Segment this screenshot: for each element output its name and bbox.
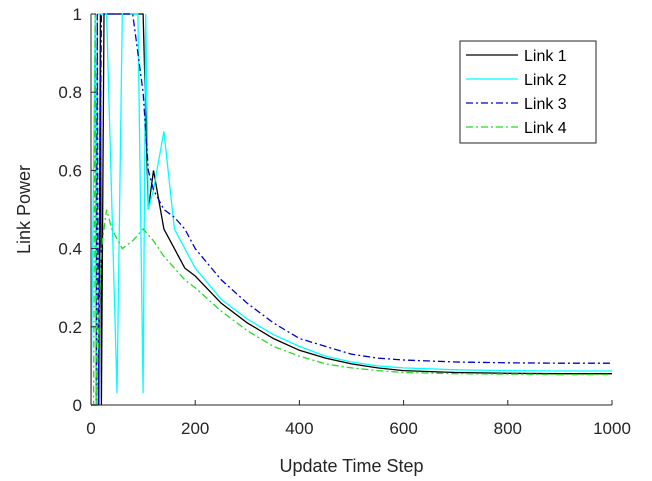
y-tick-label: 0.6 xyxy=(58,161,82,180)
axes: 0 200 400 600 800 1000 0 0.2 0.4 0.6 0.8 1 xyxy=(58,5,631,438)
x-axis-label: Update Time Step xyxy=(279,456,423,476)
series-layer xyxy=(91,13,612,406)
legend-label-link-4: Link 4 xyxy=(524,120,567,137)
legend-label-link-2: Link 2 xyxy=(524,72,567,89)
x-tick-label: 0 xyxy=(86,419,95,438)
x-tick-label: 400 xyxy=(285,419,313,438)
x-tick-label: 200 xyxy=(181,419,209,438)
y-tick-label: 0.2 xyxy=(58,318,82,337)
y-tick-label: 0.8 xyxy=(58,83,82,102)
x-tick-label: 800 xyxy=(494,419,522,438)
legend-label-link-3: Link 3 xyxy=(524,96,567,113)
y-axis-label: Link Power xyxy=(14,165,34,254)
series-line-link-3 xyxy=(91,13,612,406)
x-tick-label: 1000 xyxy=(593,419,631,438)
legend: Link 1 Link 2 Link 3 Link 4 xyxy=(459,40,597,144)
series-line-link-2 xyxy=(91,13,612,406)
y-tick-label: 0 xyxy=(73,396,82,415)
legend-label-link-1: Link 1 xyxy=(524,48,567,65)
series-line-link-4 xyxy=(91,13,612,406)
y-tick-label: 1 xyxy=(73,5,82,24)
plot-area xyxy=(91,13,612,406)
x-tick-label: 600 xyxy=(389,419,417,438)
legend-box xyxy=(459,40,597,144)
y-tick-label: 0.4 xyxy=(58,240,82,259)
